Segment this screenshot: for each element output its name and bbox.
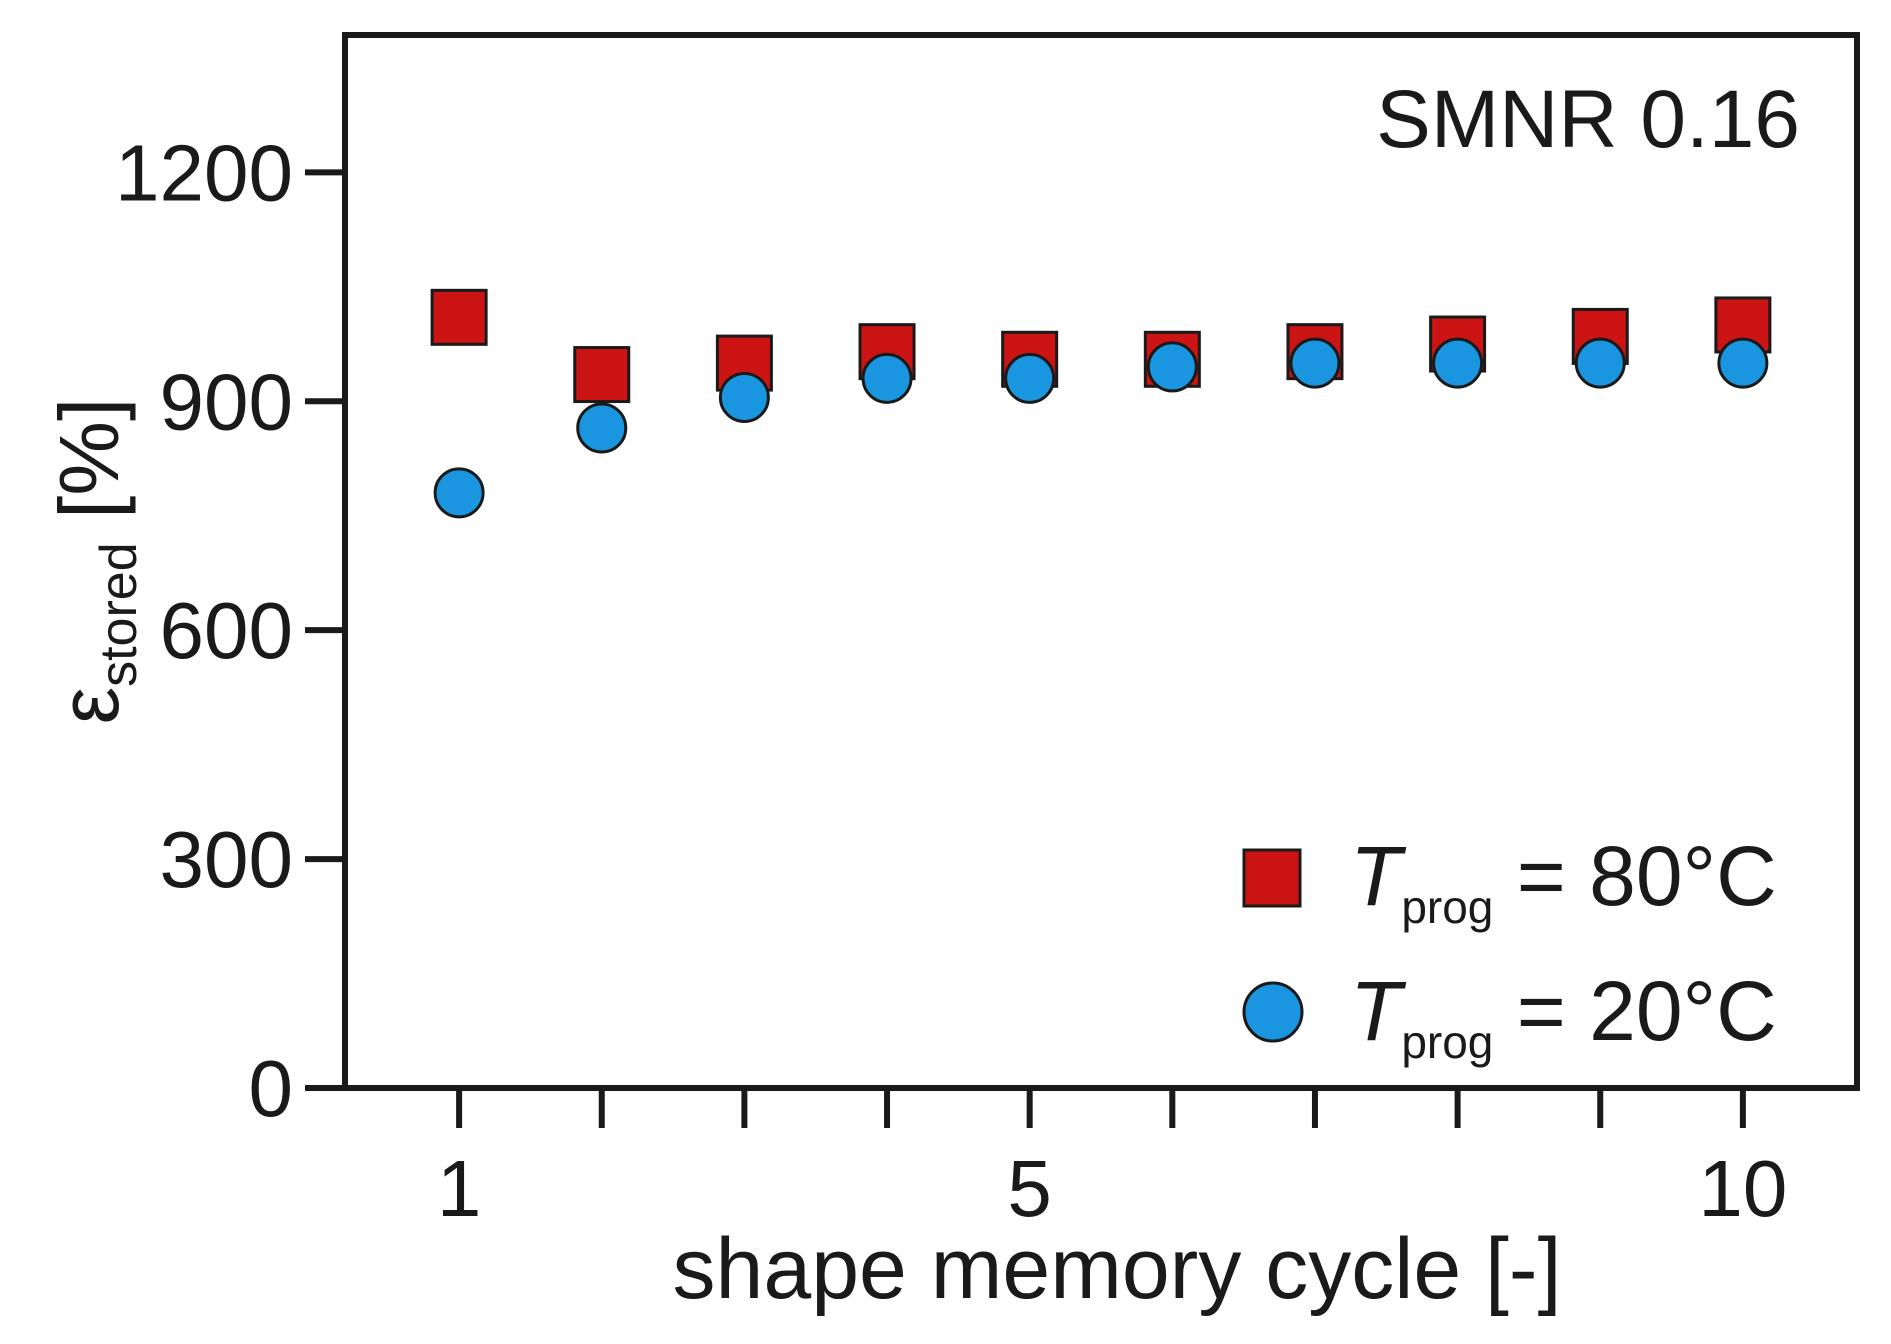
x-axis-label: shape memory cycle [-] bbox=[673, 1221, 1562, 1317]
legend-label-20c-subscript: prog bbox=[1401, 1016, 1493, 1068]
y-axis: 0 300 600 900 1200 bbox=[115, 128, 345, 1133]
legend-label-80c-subscript: prog bbox=[1401, 881, 1493, 933]
x-tick-label: 10 bbox=[1698, 1144, 1787, 1233]
point-20c-cycle-6 bbox=[1146, 341, 1198, 393]
annotation-label: SMNR 0.16 bbox=[1376, 74, 1800, 165]
legend-label-80c-rest: = 80°C bbox=[1493, 829, 1776, 923]
y-tick-label: 300 bbox=[160, 815, 293, 904]
point-20c-cycle-5 bbox=[1004, 352, 1056, 404]
y-axis-label: εstored [%] bbox=[42, 398, 148, 725]
point-20c-cycle-1 bbox=[433, 467, 485, 519]
y-axis-label-unit-spacer bbox=[42, 519, 136, 542]
legend: Tprog = 80°C Tprog = 20°C bbox=[1242, 829, 1777, 1068]
legend-label-80c: Tprog = 80°C bbox=[1350, 829, 1777, 933]
y-axis-label-subscript: stored bbox=[90, 542, 148, 687]
point-20c-cycle-9 bbox=[1574, 337, 1626, 389]
plot-frame bbox=[342, 32, 1860, 1091]
y-tick-label: 600 bbox=[160, 586, 293, 675]
point-20c-cycle-2 bbox=[576, 402, 628, 454]
x-tick-label: 1 bbox=[437, 1144, 482, 1233]
point-20c-cycle-4 bbox=[861, 352, 913, 404]
y-axis-label-symbol: ε bbox=[42, 687, 136, 724]
x-tick-label: 5 bbox=[1007, 1144, 1052, 1233]
y-tick-label: 900 bbox=[160, 357, 293, 446]
point-20c-cycle-10 bbox=[1717, 337, 1769, 389]
y-axis-label-unit: [%] bbox=[42, 398, 136, 519]
legend-marker-square bbox=[1242, 848, 1302, 908]
legend-label-20c-T: T bbox=[1350, 964, 1407, 1058]
data-points bbox=[430, 288, 1772, 519]
point-20c-cycle-8 bbox=[1432, 337, 1484, 389]
point-20c-cycle-3 bbox=[718, 371, 770, 423]
legend-label-20c-rest: = 20°C bbox=[1493, 964, 1776, 1058]
point-80c-cycle-1 bbox=[430, 288, 488, 346]
point-20c-cycle-7 bbox=[1289, 337, 1341, 389]
y-tick-label: 1200 bbox=[115, 128, 293, 217]
legend-label-80c-T: T bbox=[1350, 829, 1407, 923]
y-tick-label: 0 bbox=[249, 1044, 294, 1133]
legend-label-20c: Tprog = 20°C bbox=[1350, 964, 1777, 1068]
point-80c-cycle-2 bbox=[573, 346, 631, 404]
x-axis: 1 5 10 bbox=[437, 1088, 1787, 1233]
legend-marker-circle bbox=[1242, 981, 1304, 1043]
